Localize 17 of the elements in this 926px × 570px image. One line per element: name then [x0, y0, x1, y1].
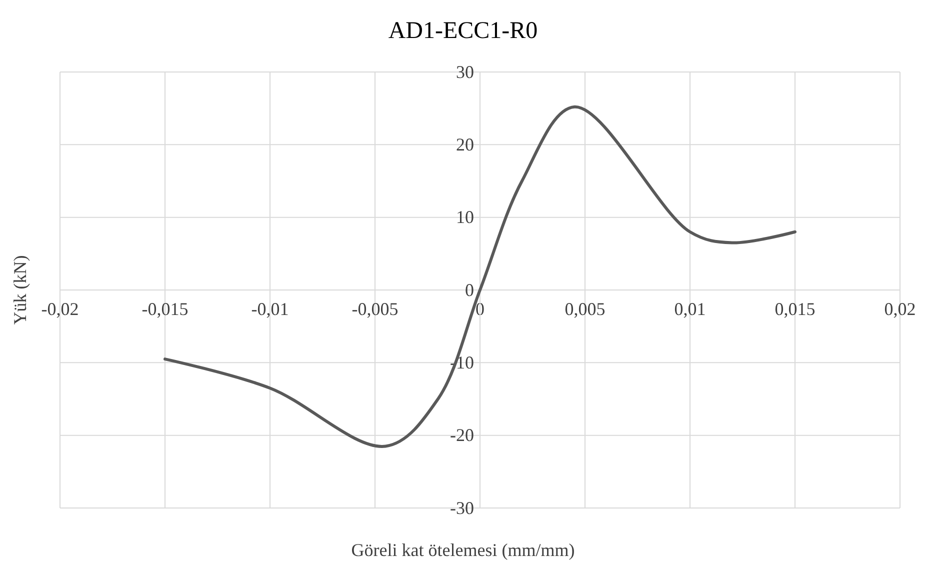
x-tick-label: -0,005: [352, 298, 398, 319]
x-tick-label: 0,015: [774, 298, 816, 319]
x-tick-label: 0,005: [564, 298, 606, 319]
x-tick-label: -0,01: [251, 298, 289, 319]
y-axis-title: Yük (kN): [10, 255, 30, 325]
y-tick-label: 10: [456, 207, 474, 228]
chart-title: AD1-ECC1-R0: [388, 18, 538, 44]
x-tick-label: 0,02: [884, 298, 916, 319]
x-axis-title: Göreli kat ötelemesi (mm/mm): [351, 540, 575, 560]
x-tick-label: -0,02: [41, 298, 79, 319]
y-tick-label: 20: [456, 134, 474, 154]
y-tick-label: 30: [456, 62, 474, 82]
y-tick-label: 0: [465, 280, 474, 300]
y-tick-label: -20: [450, 425, 474, 446]
x-tick-label: -0,015: [142, 298, 188, 319]
y-tick-label: -30: [450, 498, 474, 518]
x-tick-label: 0,01: [674, 298, 706, 319]
